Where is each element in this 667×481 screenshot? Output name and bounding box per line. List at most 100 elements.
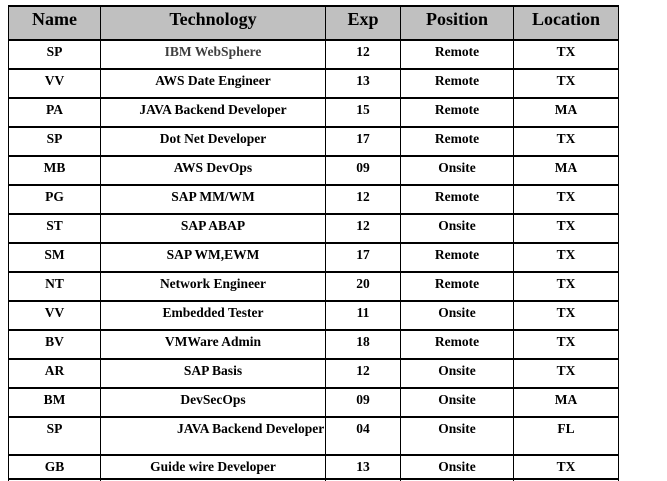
cell-name: BM	[8, 387, 101, 418]
cell-position: Remote	[400, 97, 514, 128]
cell-position: Remote	[400, 271, 514, 302]
table-row: PA JAVA Backend Developer 15 Remote MA	[8, 97, 619, 128]
cell-position: Remote	[400, 242, 514, 273]
cell-location: TX	[513, 358, 619, 389]
cell-position: Remote	[400, 184, 514, 215]
cell-exp: 20	[325, 271, 401, 302]
cell-location: TX	[513, 126, 619, 157]
col-header-position: Position	[400, 5, 514, 41]
cell-exp: 13	[325, 454, 401, 480]
cell-technology: AWS DevOps	[100, 155, 326, 186]
cell-exp: 18	[325, 329, 401, 360]
cell-technology: Dot Net Developer	[100, 126, 326, 157]
cell-technology: SAP MM/WM	[100, 184, 326, 215]
cell-position: Onsite	[400, 300, 514, 331]
table-row: ST SAP ABAP 12 Onsite TX	[8, 213, 619, 244]
cell-location: TX	[513, 184, 619, 215]
cell-exp: 12	[325, 213, 401, 244]
col-header-exp: Exp	[325, 5, 401, 41]
cell-location: TX	[513, 39, 619, 70]
table-row: NT Network Engineer 20 Remote TX	[8, 271, 619, 302]
cell-position: Onsite	[400, 416, 514, 456]
table-row: GB Guide wire Developer 13 Onsite TX	[8, 454, 619, 480]
cell-position: Onsite	[400, 155, 514, 186]
cell-technology: VMWare Admin	[100, 329, 326, 360]
cell-technology: JAVA Backend Developer	[100, 97, 326, 128]
cell-technology: Embedded Tester	[100, 300, 326, 331]
table-row: BV VMWare Admin 18 Remote TX	[8, 329, 619, 360]
cell-position: Onsite	[400, 358, 514, 389]
table-row: BM DevSecOps 09 Onsite MA	[8, 387, 619, 418]
cell-name: MB	[8, 155, 101, 186]
cell-location: MA	[513, 97, 619, 128]
cell-location: TX	[513, 300, 619, 331]
table-row: PG SAP MM/WM 12 Remote TX	[8, 184, 619, 215]
cell-technology: Network Engineer	[100, 271, 326, 302]
cell-name: BV	[8, 329, 101, 360]
cell-position: Remote	[400, 68, 514, 99]
cell-exp: 12	[325, 39, 401, 70]
cell-position: Remote	[400, 126, 514, 157]
table-row: VV Embedded Tester 11 Onsite TX	[8, 300, 619, 331]
cell-exp: 15	[325, 97, 401, 128]
cell-technology: SAP ABAP	[100, 213, 326, 244]
table-row: AR SAP Basis 12 Onsite TX	[8, 358, 619, 389]
cell-technology: AWS Date Engineer	[100, 68, 326, 99]
cell-technology: Guide wire Developer	[100, 454, 326, 480]
cell-position: Onsite	[400, 387, 514, 418]
cell-name: AR	[8, 358, 101, 389]
cell-name: SP	[8, 39, 101, 70]
table-row: SP JAVA Backend Developer 04 Onsite FL	[8, 416, 619, 456]
cell-location: TX	[513, 68, 619, 99]
cell-exp: 12	[325, 358, 401, 389]
cell-exp: 11	[325, 300, 401, 331]
table-row: VV AWS Date Engineer 13 Remote TX	[8, 68, 619, 99]
cell-position: Remote	[400, 329, 514, 360]
cell-location: FL	[513, 416, 619, 456]
cell-name: VV	[8, 68, 101, 99]
cell-name: SP	[8, 416, 101, 456]
col-header-name: Name	[8, 5, 101, 41]
cell-name: SP	[8, 126, 101, 157]
cell-technology: JAVA Backend Developer	[100, 416, 326, 456]
cell-exp: 17	[325, 242, 401, 273]
cell-technology: SAP WM,EWM	[100, 242, 326, 273]
table-row: MB AWS DevOps 09 Onsite MA	[8, 155, 619, 186]
employee-table: Name Technology Exp Position Location SP…	[8, 5, 619, 481]
cell-name: NT	[8, 271, 101, 302]
cell-technology: DevSecOps	[100, 387, 326, 418]
cell-location: MA	[513, 155, 619, 186]
table-row: SM SAP WM,EWM 17 Remote TX	[8, 242, 619, 273]
cell-exp: 09	[325, 387, 401, 418]
cell-name: SM	[8, 242, 101, 273]
cell-name: GB	[8, 454, 101, 480]
cell-location: TX	[513, 271, 619, 302]
cell-exp: 17	[325, 126, 401, 157]
table-row: SP IBM WebSphere 12 Remote TX	[8, 39, 619, 70]
cell-exp: 13	[325, 68, 401, 99]
cell-technology: SAP Basis	[100, 358, 326, 389]
cell-technology: IBM WebSphere	[100, 39, 326, 70]
table-row-partial	[8, 478, 619, 481]
cell-position: Onsite	[400, 454, 514, 480]
cell-location	[513, 478, 619, 481]
cell-location: TX	[513, 329, 619, 360]
cell-location: TX	[513, 454, 619, 480]
cell-location: TX	[513, 242, 619, 273]
cell-name: ST	[8, 213, 101, 244]
cell-name: PA	[8, 97, 101, 128]
cell-name: VV	[8, 300, 101, 331]
cell-position: Onsite	[400, 213, 514, 244]
cell-location: TX	[513, 213, 619, 244]
cell-exp: 12	[325, 184, 401, 215]
cell-position: Remote	[400, 39, 514, 70]
table-header-row: Name Technology Exp Position Location	[8, 5, 619, 41]
col-header-technology: Technology	[100, 5, 326, 41]
col-header-location: Location	[513, 5, 619, 41]
cell-name: PG	[8, 184, 101, 215]
table-row: SP Dot Net Developer 17 Remote TX	[8, 126, 619, 157]
cell-exp: 04	[325, 416, 401, 456]
cell-exp: 09	[325, 155, 401, 186]
cell-location: MA	[513, 387, 619, 418]
